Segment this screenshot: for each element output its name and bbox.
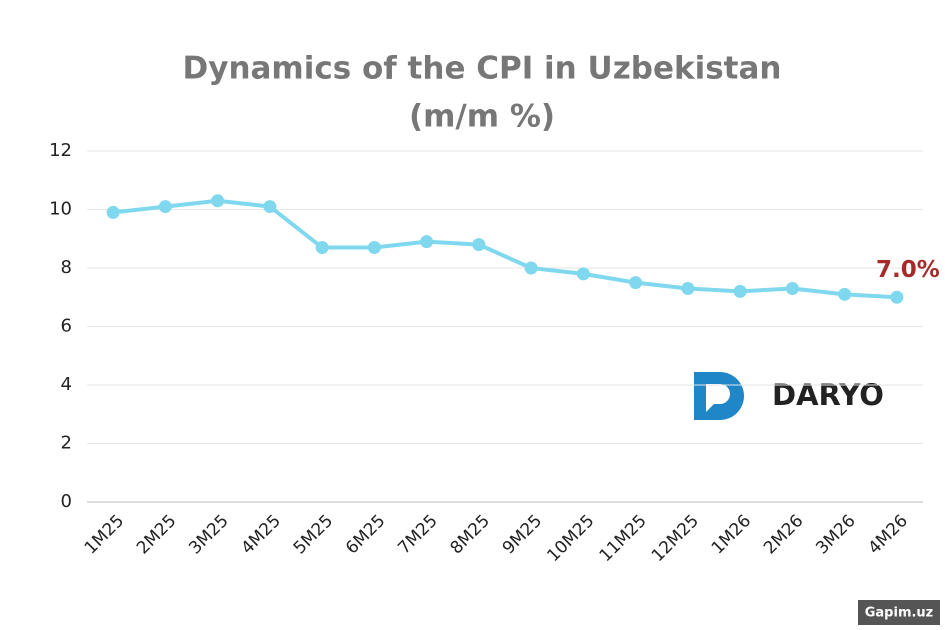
y-tick-label: 4 [61, 374, 72, 395]
data-point [158, 200, 172, 214]
y-tick-label: 0 [61, 491, 72, 512]
data-point [472, 238, 486, 252]
annotation: 7.0% [876, 257, 940, 283]
y-tick-label: 10 [49, 199, 72, 220]
data-point [106, 205, 120, 219]
logo-text: DARYO [772, 378, 884, 412]
data-point [785, 281, 799, 295]
data-point [890, 290, 904, 304]
data-line [112, 198, 897, 300]
y-tick-label: 8 [61, 257, 72, 278]
data-point [420, 235, 434, 249]
y-tick-label: 12 [49, 140, 72, 161]
data-point [681, 281, 695, 295]
data-point [367, 241, 381, 255]
chart-subtitle: (m/m %) [409, 99, 555, 135]
logo: DARYO [694, 372, 884, 420]
data-point [629, 276, 643, 290]
logo-icon-bubble [706, 384, 730, 412]
watermark-box [858, 600, 940, 625]
data-point [576, 267, 590, 281]
data-point [733, 284, 747, 298]
data-point [838, 287, 852, 301]
data-point [263, 200, 277, 214]
watermark: Gapim.uz [865, 606, 934, 621]
data-point [211, 194, 225, 208]
data-point [315, 241, 329, 255]
data-point [524, 261, 538, 275]
y-tick-label: 2 [61, 433, 72, 454]
chart-title: Dynamics of the CPI in Uzbekistan [183, 51, 782, 87]
y-tick-label: 6 [61, 316, 72, 337]
